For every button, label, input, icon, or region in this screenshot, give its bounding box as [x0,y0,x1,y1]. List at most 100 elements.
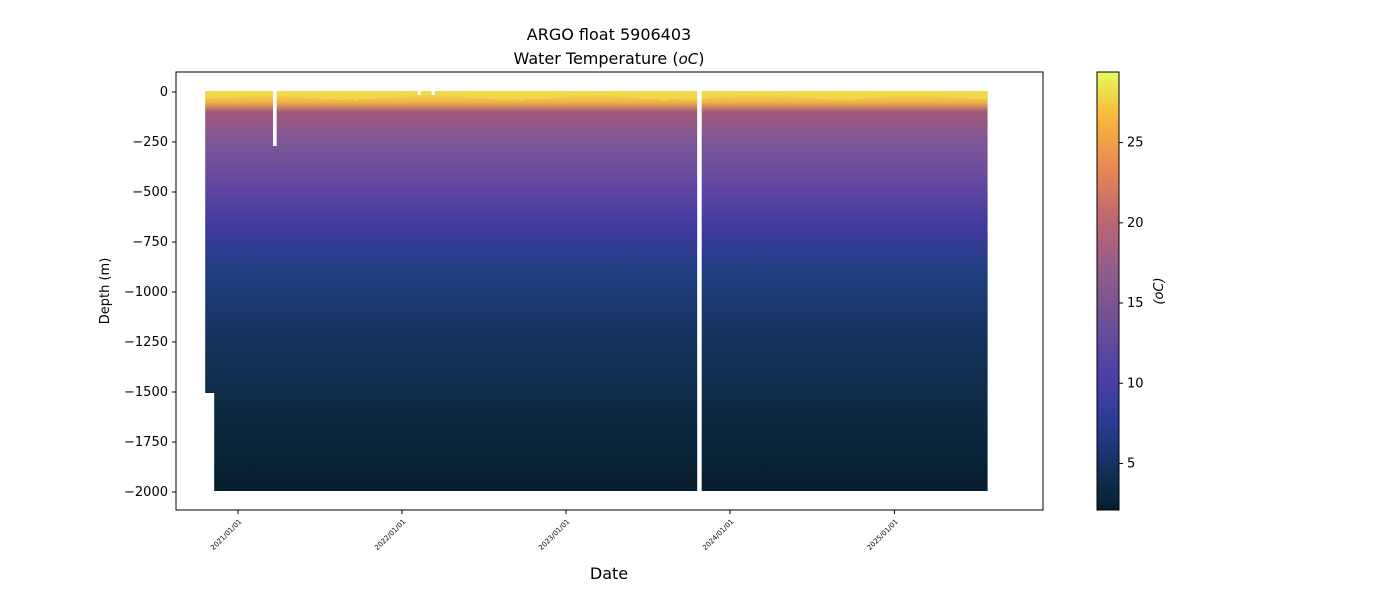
profile-column [757,91,763,491]
surface-layer [685,91,692,100]
profile-column [456,91,462,491]
profile-column [811,91,817,491]
profile-column [605,91,611,491]
profile-column [892,91,898,491]
profile-column [721,91,728,491]
profile-column [771,91,777,491]
profile-column [681,91,687,491]
surface-layer [816,91,822,100]
surface-layer [420,91,426,96]
profile-column [730,91,736,491]
profile-column [784,91,790,491]
profile-column [434,91,440,491]
profile-column [623,91,629,491]
profile-column [960,91,966,491]
surface-layer [699,91,705,99]
profile-column [290,91,296,491]
profile-column [389,91,395,491]
surface-layer [847,91,853,101]
surface-layer [676,91,683,100]
profile-column [834,91,840,491]
data-gap [273,89,277,146]
profile-column [829,91,835,491]
surface-layer [933,91,939,96]
profile-column [236,91,242,491]
surface-layer [879,91,885,97]
surface-layer [681,91,687,101]
colorbar-tick-label: 5 [1127,456,1135,471]
profile-column [492,91,498,491]
x-tick-label: 2025/01/01 [866,518,900,552]
profile-column [232,91,238,491]
x-axis-label: Date [590,564,628,583]
y-axis-label: Depth (m) [98,258,113,325]
profile-column [650,91,656,491]
surface-layer [245,91,251,96]
surface-layer [470,91,476,98]
profile-column [717,91,723,491]
surface-layer [218,91,224,98]
y-tick-label: −500 [132,185,168,200]
surface-layer [645,91,651,99]
surface-layer [295,91,301,97]
profile-column [470,91,476,491]
profile-column [852,91,858,491]
surface-layer [564,91,570,97]
profile-column [474,91,480,491]
surface-layer [465,91,471,98]
surface-layer [425,91,431,96]
surface-layer [371,91,377,99]
surface-layer [667,91,674,100]
profile-column [483,91,489,491]
profile-column [375,91,382,491]
profile-column [560,91,566,491]
profile-column [569,91,575,491]
surface-layer [982,91,988,100]
profile-column [227,91,233,491]
surface-layer [883,91,889,97]
surface-layer [393,91,400,97]
profile-column [676,91,683,491]
surface-layer [438,91,444,96]
profile-column [578,91,584,491]
profile-column [348,91,355,491]
profile-column [268,91,274,491]
surface-layer [641,91,647,99]
profile-column [919,91,925,491]
profile-column [667,91,674,491]
profile-column [299,91,305,491]
surface-layer [609,91,615,96]
surface-layer [357,91,364,100]
profile-column [820,91,826,491]
profile-column [353,91,359,491]
profile-column [663,91,669,491]
profile-column [766,91,772,491]
y-tick-label: −2000 [124,485,168,500]
profile-column [416,91,422,491]
profile-column [362,91,368,491]
surface-layer [600,91,606,96]
surface-layer [802,91,808,98]
profile-column [524,91,530,491]
surface-layer [299,91,305,97]
surface-layer [591,91,597,96]
surface-layer [524,91,530,99]
surface-layer [811,91,817,99]
profile-column [515,91,521,491]
profile-column [685,91,692,491]
profile-column [645,91,651,491]
surface-layer [205,91,211,99]
profile-column [452,91,458,491]
surface-layer [384,91,391,98]
profile-column [816,91,822,491]
surface-layer [434,91,440,96]
surface-layer [919,91,925,97]
surface-layer [277,91,283,96]
surface-layer [807,91,813,99]
profile-column [510,91,516,491]
surface-layer [515,91,521,100]
profile-column [897,91,903,491]
y-tick-label: −250 [132,135,168,150]
profile-column [546,91,552,491]
